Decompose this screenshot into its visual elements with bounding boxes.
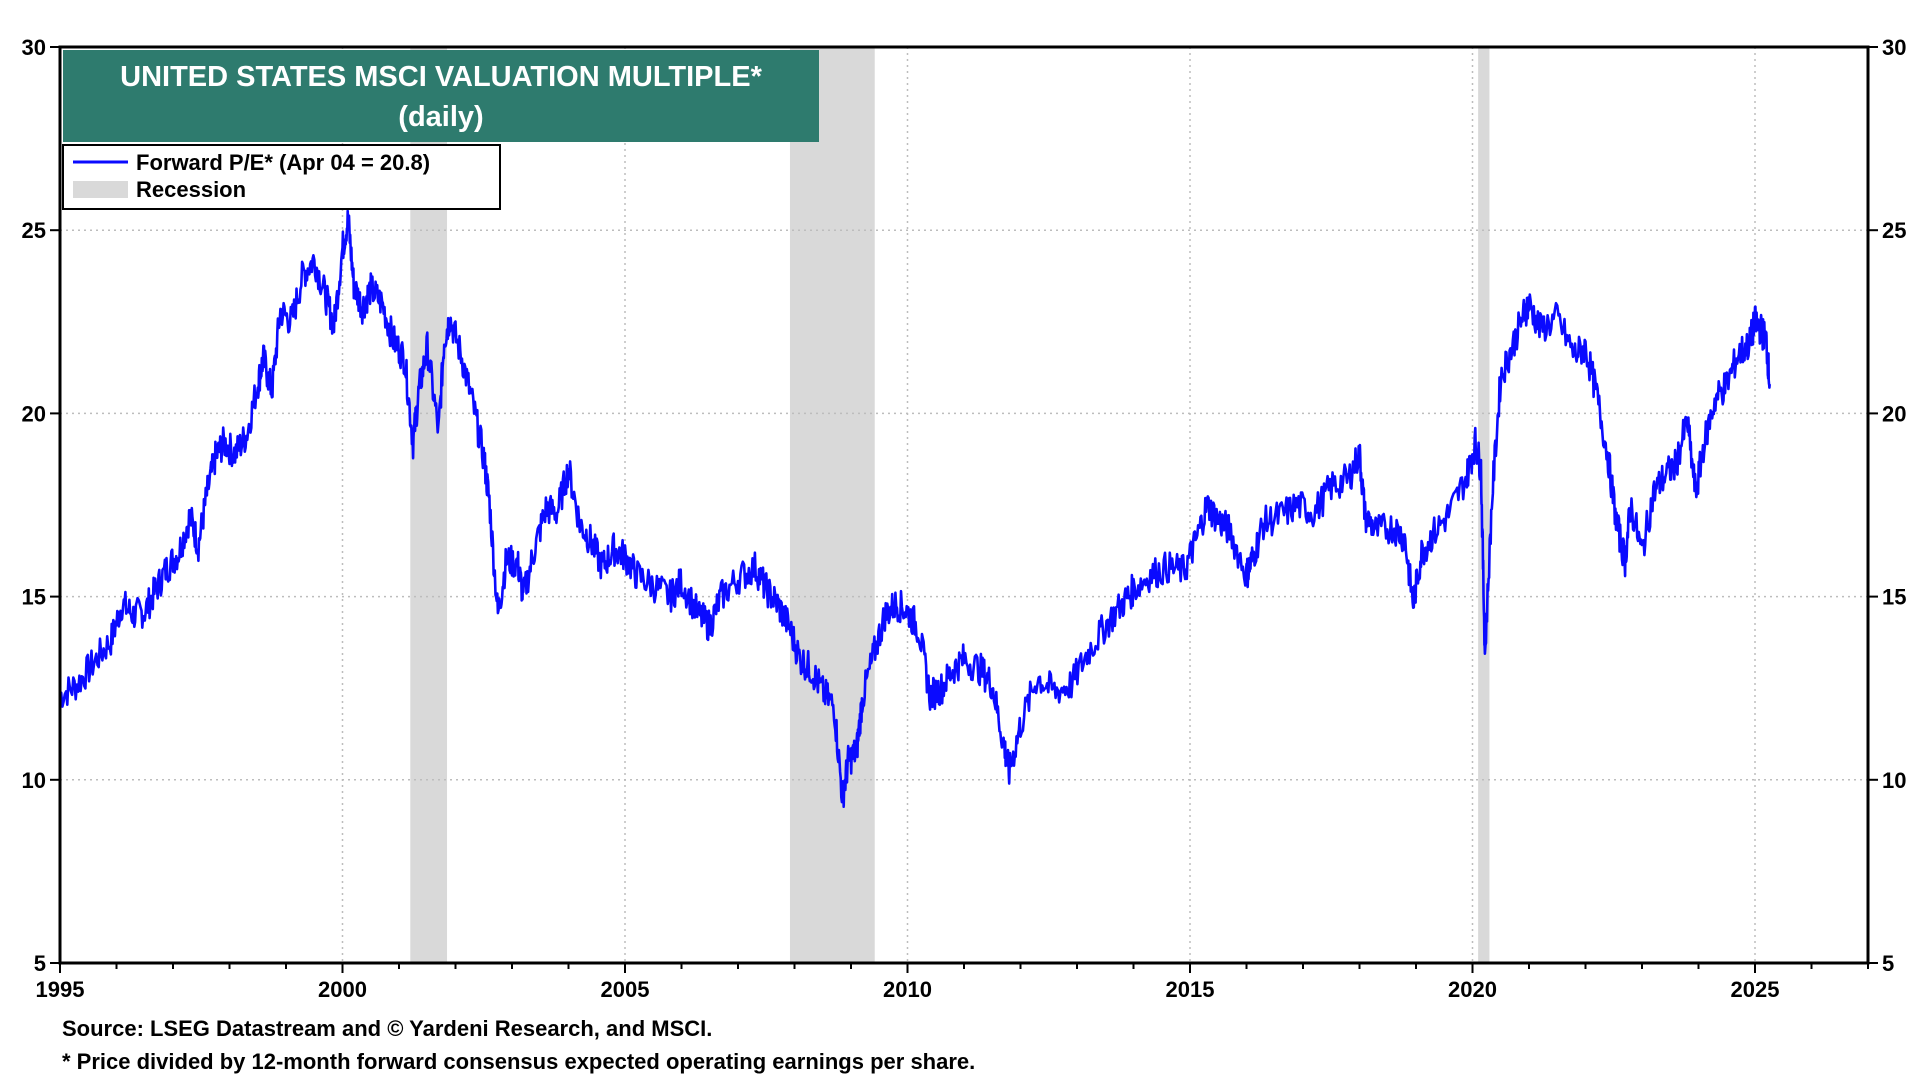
y-tick-label-right: 30 <box>1882 35 1906 60</box>
x-tick-label: 1995 <box>36 977 85 1002</box>
y-tick-label-right: 25 <box>1882 218 1906 243</box>
recession-band <box>1478 47 1490 963</box>
y-tick-label-left: 30 <box>22 35 46 60</box>
y-tick-label-right: 20 <box>1882 401 1906 426</box>
x-tick-label: 2015 <box>1166 977 1215 1002</box>
legend-label-forward-pe: Forward P/E* (Apr 04 = 20.8) <box>136 150 430 175</box>
legend: Forward P/E* (Apr 04 = 20.8) Recession <box>62 144 501 210</box>
x-tick-label: 2020 <box>1448 977 1497 1002</box>
x-tick-label: 2010 <box>883 977 932 1002</box>
x-tick-label: 2005 <box>601 977 650 1002</box>
y-tick-label-left: 15 <box>22 585 46 610</box>
source-footnote: Source: LSEG Datastream and © Yardeni Re… <box>62 1016 713 1041</box>
chart-title-box: UNITED STATES MSCI VALUATION MULTIPLE* (… <box>63 50 819 142</box>
y-tick-label-right: 5 <box>1882 951 1894 976</box>
definition-footnote: * Price divided by 12-month forward cons… <box>62 1049 976 1074</box>
legend-recession-swatch <box>73 181 128 198</box>
y-tick-label-left: 5 <box>34 951 46 976</box>
series-line-forward-pe <box>58 209 1771 809</box>
title-background <box>63 50 819 142</box>
y-tick-label-left: 20 <box>22 401 46 426</box>
recession-band <box>789 47 875 963</box>
series-layer <box>58 209 1771 809</box>
chart-title: UNITED STATES MSCI VALUATION MULTIPLE* <box>120 61 762 93</box>
legend-frame <box>62 144 501 210</box>
recession-bands <box>410 47 1490 963</box>
y-tick-label-left: 10 <box>22 768 46 793</box>
grid-lines <box>60 47 1868 963</box>
chart-subtitle: (daily) <box>398 101 483 133</box>
y-tick-label-left: 25 <box>22 218 46 243</box>
y-tick-label-right: 10 <box>1882 768 1906 793</box>
y-tick-label-right: 15 <box>1882 585 1906 610</box>
x-tick-label: 2025 <box>1731 977 1780 1002</box>
x-tick-label: 2000 <box>318 977 367 1002</box>
axes <box>50 45 1878 973</box>
legend-label-recession: Recession <box>136 177 246 202</box>
